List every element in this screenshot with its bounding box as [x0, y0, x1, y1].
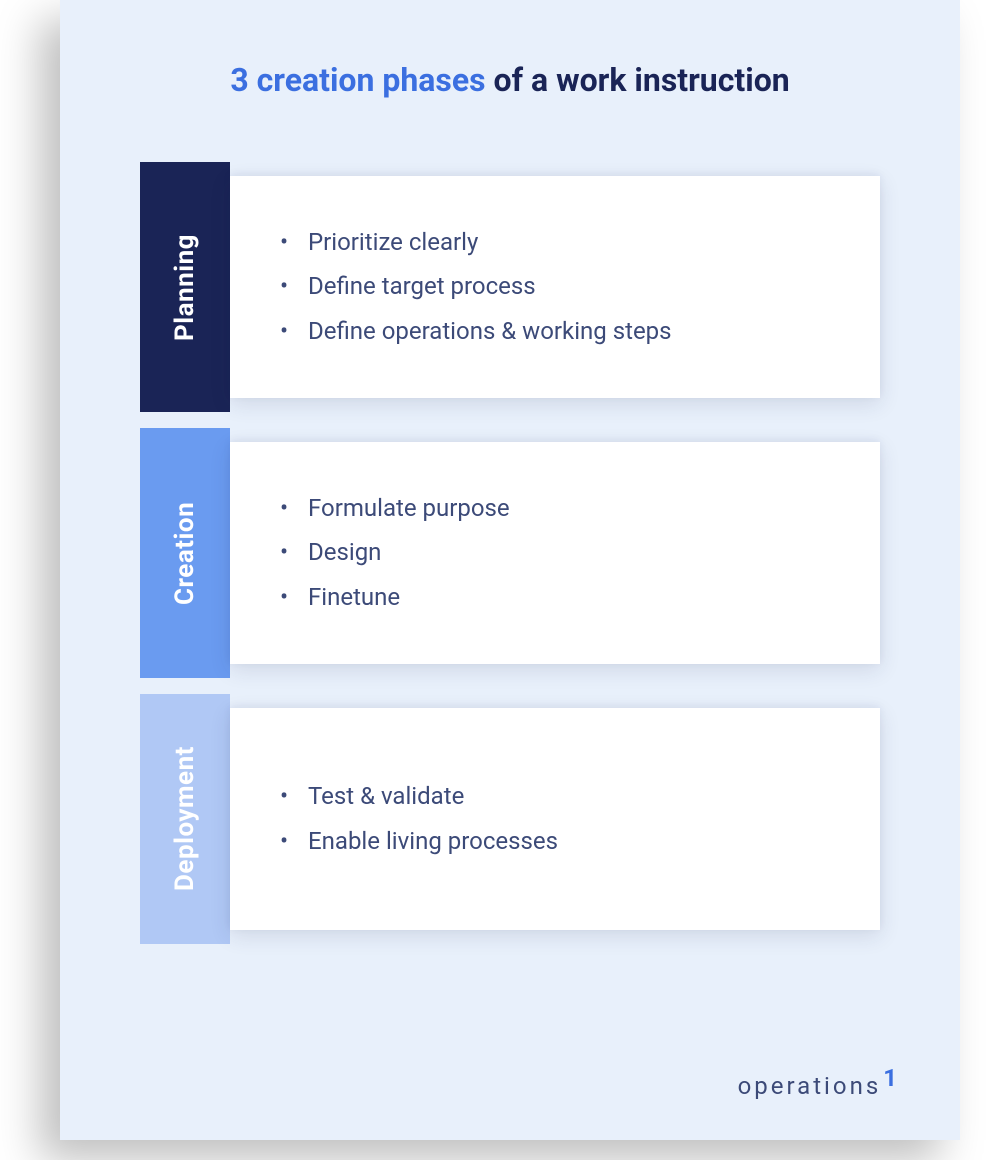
- title-highlight: 3 creation phases: [230, 61, 485, 99]
- phase-body-planning: Prioritize clearly Define target process…: [230, 176, 880, 398]
- title-rest: of a work instruction: [486, 61, 790, 99]
- list-item: Enable living processes: [280, 819, 558, 863]
- page-title: 3 creation phases of a work instruction: [110, 60, 910, 102]
- infographic-card: 3 creation phases of a work instruction …: [60, 0, 960, 1140]
- phases-container: Planning Prioritize clearly Define targe…: [110, 162, 910, 944]
- phase-body-creation: Formulate purpose Design Finetune: [230, 442, 880, 664]
- phase-planning: Planning Prioritize clearly Define targe…: [140, 162, 880, 412]
- list-item: Finetune: [280, 575, 510, 619]
- phase-tab-deployment: Deployment: [140, 694, 230, 944]
- phase-body-deployment: Test & validate Enable living processes: [230, 708, 880, 930]
- phase-deployment: Deployment Test & validate Enable living…: [140, 694, 880, 944]
- phase-tab-planning: Planning: [140, 162, 230, 412]
- phase-list: Test & validate Enable living processes: [280, 774, 558, 863]
- list-item: Define target process: [280, 264, 672, 308]
- list-item: Test & validate: [280, 774, 558, 818]
- phase-creation: Creation Formulate purpose Design Finetu…: [140, 428, 880, 678]
- footer: operations1: [110, 1052, 910, 1100]
- list-item: Formulate purpose: [280, 486, 510, 530]
- logo: operations1: [738, 1072, 900, 1100]
- list-item: Design: [280, 530, 510, 574]
- phase-tab-creation: Creation: [140, 428, 230, 678]
- logo-sup: 1: [883, 1064, 900, 1092]
- phase-list: Formulate purpose Design Finetune: [280, 486, 510, 619]
- logo-text: operations: [738, 1072, 882, 1100]
- phase-list: Prioritize clearly Define target process…: [280, 220, 672, 353]
- list-item: Prioritize clearly: [280, 220, 672, 264]
- list-item: Define operations & working steps: [280, 309, 672, 353]
